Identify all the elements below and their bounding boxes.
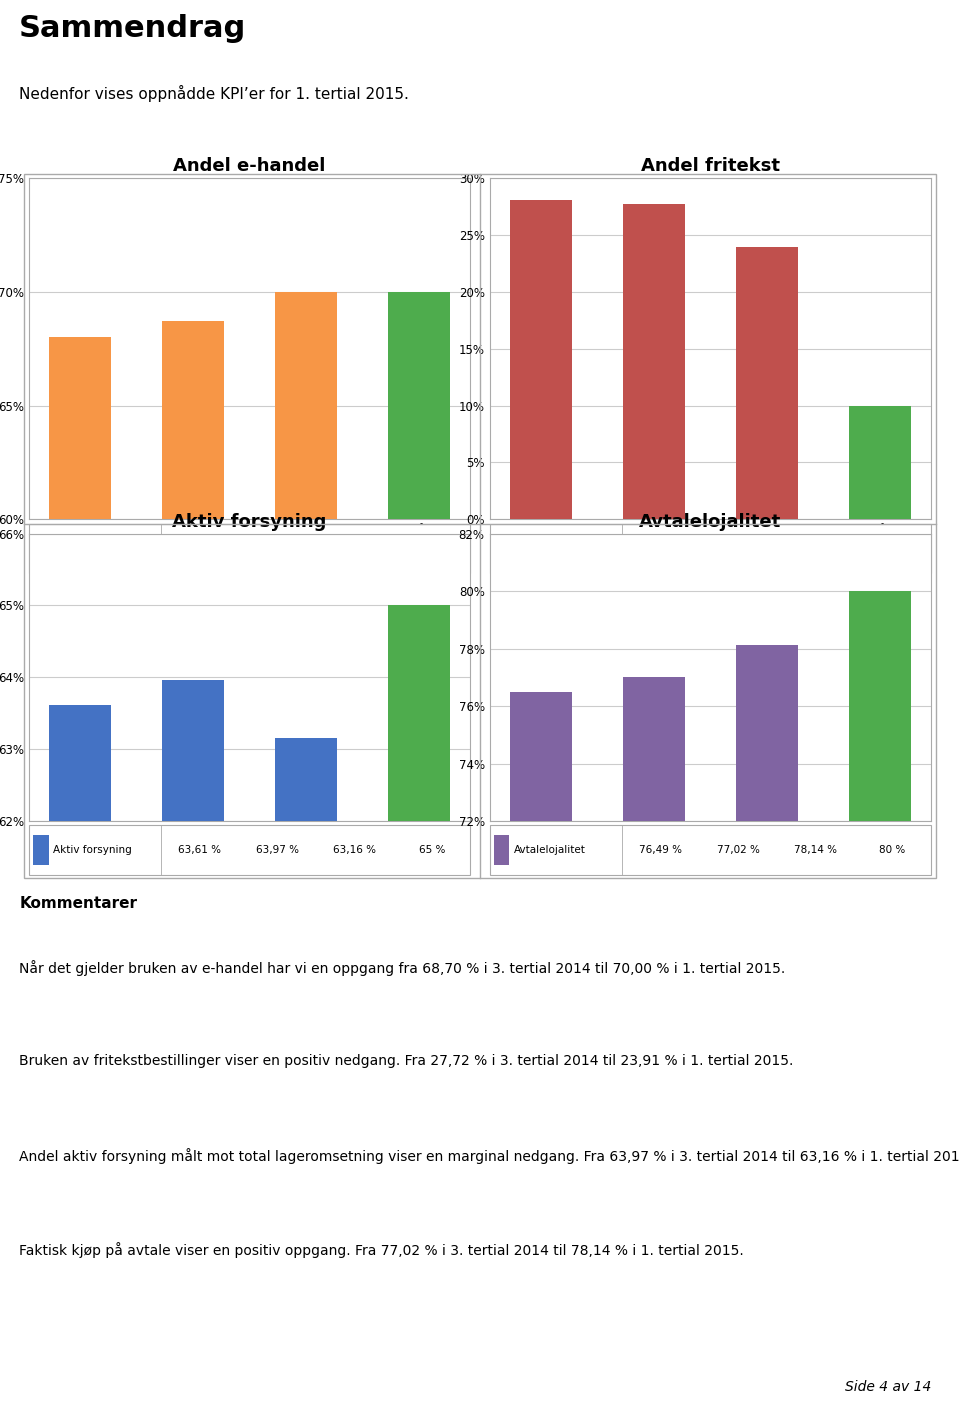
Text: 80 %: 80 %: [879, 845, 905, 855]
Bar: [736, 645, 798, 1423]
Text: Bruken av fritekstbestillinger viser en positiv nedgang. Fra 27,72 % i 3. tertia: Bruken av fritekstbestillinger viser en …: [19, 1054, 794, 1069]
Text: 68,00 %: 68,00 %: [179, 544, 222, 554]
FancyBboxPatch shape: [490, 524, 931, 573]
Text: 63,97 %: 63,97 %: [255, 845, 299, 855]
Text: Sammendrag: Sammendrag: [19, 14, 247, 43]
Bar: [494, 534, 510, 564]
Bar: [623, 677, 684, 1423]
Text: Andel aktiv forsyning målt mot total lageromsetning viser en marginal nedgang. F: Andel aktiv forsyning målt mot total lag…: [19, 1148, 960, 1164]
Text: 77,02 %: 77,02 %: [716, 845, 759, 855]
Text: Kommentarer: Kommentarer: [19, 896, 137, 912]
Text: 28,04 %: 28,04 %: [639, 544, 683, 554]
Bar: [162, 322, 224, 1423]
Bar: [162, 680, 224, 1423]
Text: 27,72 %: 27,72 %: [716, 544, 759, 554]
Text: 65 %: 65 %: [419, 845, 444, 855]
Bar: [34, 534, 49, 564]
Text: Andel fritekst: Andel fritekst: [514, 544, 585, 554]
Bar: [49, 706, 111, 1423]
Title: Andel fritekst: Andel fritekst: [641, 157, 780, 175]
Bar: [276, 292, 337, 1423]
Text: Faktisk kjøp på avtale viser en positiv oppgang. Fra 77,02 % i 3. tertial 2014 t: Faktisk kjøp på avtale viser en positiv …: [19, 1242, 744, 1258]
Text: 10 %: 10 %: [879, 544, 905, 554]
Text: 70,00 %: 70,00 %: [333, 544, 375, 554]
Bar: [849, 591, 911, 1423]
Text: 63,16 %: 63,16 %: [333, 845, 376, 855]
Bar: [34, 835, 49, 865]
Bar: [494, 835, 510, 865]
Text: Side 4 av 14: Side 4 av 14: [845, 1380, 931, 1395]
Bar: [510, 201, 572, 519]
Text: Når det gjelder bruken av e-handel har vi en oppgang fra 68,70 % i 3. tertial 20: Når det gjelder bruken av e-handel har v…: [19, 961, 785, 976]
FancyBboxPatch shape: [29, 524, 470, 573]
Text: Avtalelojalitet: Avtalelojalitet: [514, 845, 586, 855]
Text: Andel e-handel: Andel e-handel: [53, 544, 132, 554]
FancyBboxPatch shape: [29, 825, 470, 875]
Bar: [388, 606, 450, 1423]
Bar: [276, 737, 337, 1423]
Text: Aktiv forsyning: Aktiv forsyning: [53, 845, 132, 855]
Title: Andel e-handel: Andel e-handel: [174, 157, 325, 175]
Title: Avtalelojalitet: Avtalelojalitet: [639, 512, 781, 531]
Text: 23,91 %: 23,91 %: [794, 544, 837, 554]
Text: 70 %: 70 %: [419, 544, 444, 554]
Text: 68,70 %: 68,70 %: [255, 544, 299, 554]
FancyBboxPatch shape: [490, 825, 931, 875]
Bar: [623, 203, 684, 519]
Text: 63,61 %: 63,61 %: [179, 845, 222, 855]
Text: Nedenfor vises oppnådde KPI’er for 1. tertial 2015.: Nedenfor vises oppnådde KPI’er for 1. te…: [19, 85, 409, 101]
Bar: [849, 406, 911, 519]
Bar: [510, 692, 572, 1423]
Bar: [49, 337, 111, 1423]
Text: 76,49 %: 76,49 %: [639, 845, 683, 855]
Bar: [388, 292, 450, 1423]
Bar: [736, 248, 798, 519]
Text: 78,14 %: 78,14 %: [794, 845, 837, 855]
Title: Aktiv forsyning: Aktiv forsyning: [173, 512, 326, 531]
